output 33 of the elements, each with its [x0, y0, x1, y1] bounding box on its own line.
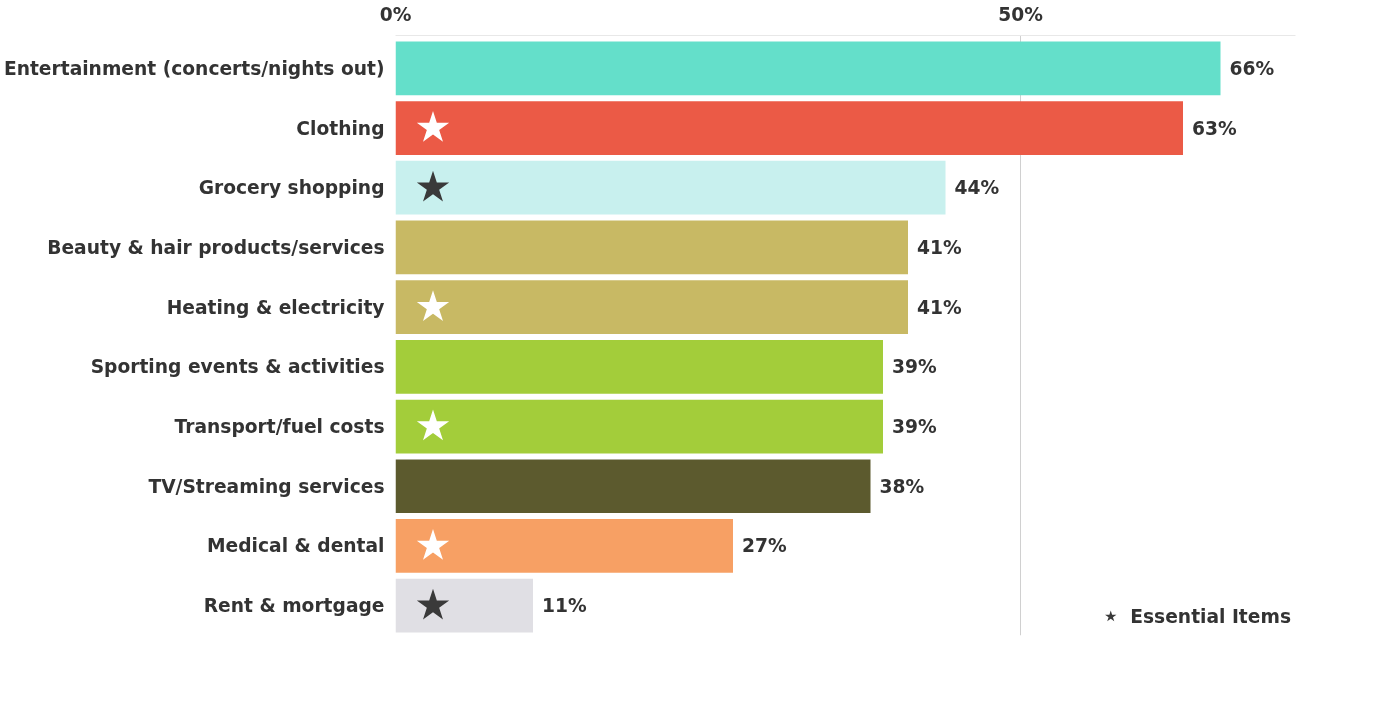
data-label: 66%	[1229, 57, 1275, 79]
bar	[395, 339, 883, 394]
y-tick-label: Transport/fuel costs	[174, 416, 385, 438]
y-tick-label: Rent & mortgage	[203, 595, 385, 617]
bar	[395, 41, 1221, 96]
bar	[395, 519, 733, 573]
bar	[395, 399, 883, 454]
x-tick-label: 0%	[379, 3, 412, 25]
y-tick-label: Grocery shopping	[198, 177, 385, 199]
y-tick-label: Entertainment (concerts/nights out)	[3, 57, 385, 79]
data-label: 44%	[954, 177, 1000, 199]
y-tick-label: TV/Streaming services	[148, 475, 385, 497]
data-label: 27%	[742, 535, 787, 557]
y-tick-label: Heating & electricity	[166, 296, 385, 318]
bar	[395, 101, 1183, 155]
bar	[395, 459, 871, 514]
data-label: 38%	[879, 475, 925, 497]
y-tick-label: Clothing	[296, 117, 385, 139]
bar	[395, 160, 946, 215]
y-tick-label: Sporting events & activities	[90, 356, 385, 378]
x-tick-label: 50%	[998, 3, 1044, 25]
legend-label: Essential Items	[1130, 605, 1291, 627]
data-label: 41%	[917, 296, 962, 318]
bar	[395, 220, 908, 275]
data-label: 63%	[1192, 117, 1237, 139]
y-tick-label: Beauty & hair products/services	[47, 236, 385, 258]
bar	[395, 578, 533, 633]
y-tick-label: Medical & dental	[207, 535, 385, 557]
data-label: 39%	[892, 416, 937, 438]
data-label: 41%	[917, 236, 962, 258]
data-label: 39%	[892, 356, 937, 378]
data-label: 11%	[542, 595, 587, 617]
bar	[395, 280, 908, 335]
